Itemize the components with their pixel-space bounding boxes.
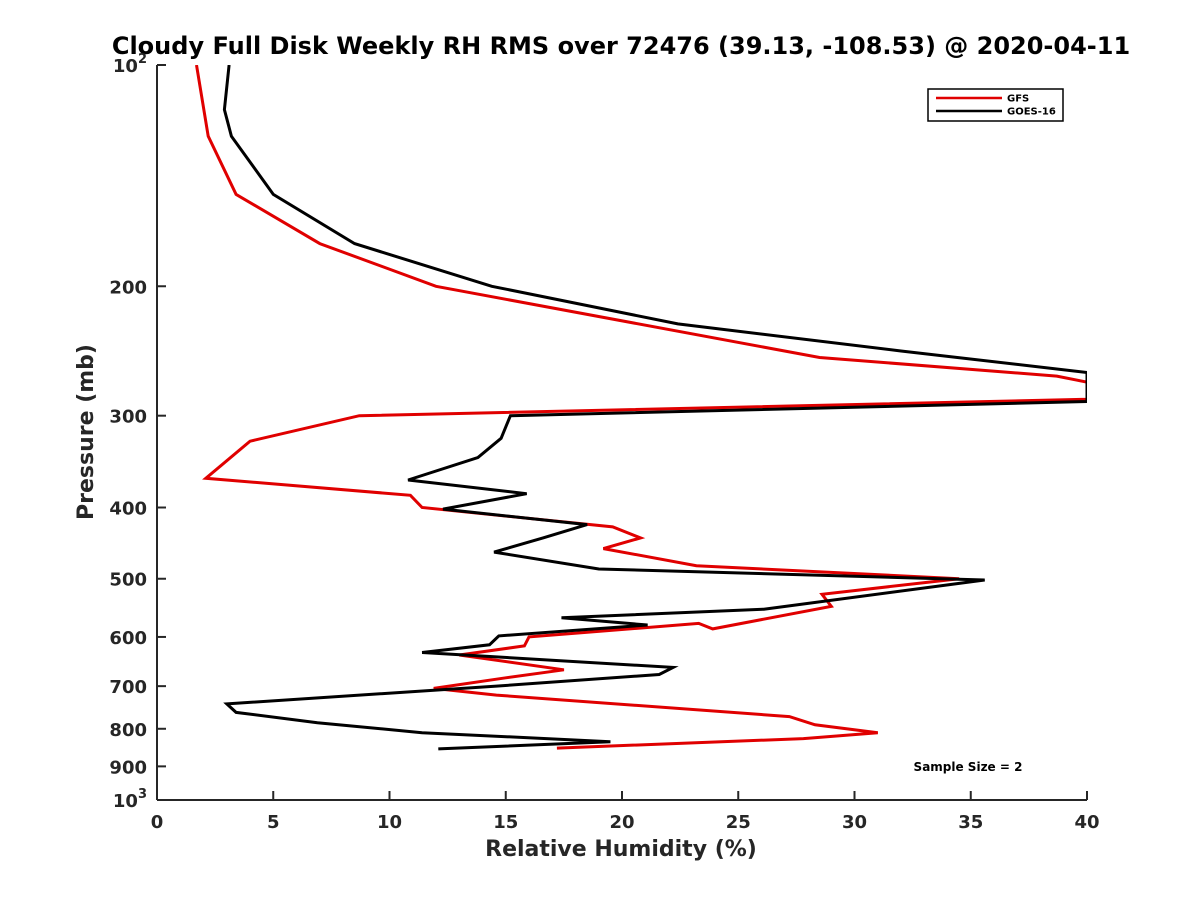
series-layer [195,65,1087,751]
y-tick-label-base: 10 [113,56,138,77]
y-tick-label-base: 400 [109,499,147,520]
y-tick-label: 102 [113,52,147,77]
legend: GFS GOES-16 [927,88,1064,122]
series-line-goes-16 [222,65,1087,751]
y-tick-label-base: 500 [109,570,147,591]
y-tick-label: 103 [113,787,147,812]
y-tick-label-base: 200 [109,277,147,298]
y-tick-label-base: 700 [109,677,147,698]
y-tick-label-base: 800 [109,720,147,741]
legend-label: GFS [1007,94,1029,105]
y-tick-label: 200 [109,277,147,298]
y-tick-label: 400 [109,499,147,520]
y-tick-label: 700 [109,677,147,698]
y-tick-label-base: 10 [113,791,138,812]
x-ticks: 0 5 10 15 20 25 30 35 40 [151,791,1100,833]
x-tick-label: 10 [377,812,402,833]
y-axis-label: Pressure (mb) [74,344,99,520]
x-tick-label: 5 [267,812,280,833]
x-axis-label: Relative Humidity (%) [485,837,757,862]
y-tick-label: 600 [109,628,147,649]
x-tick-label: 35 [958,812,983,833]
x-tick-label: 20 [609,812,634,833]
legend-box [927,88,1064,122]
sample-size-annotation: Sample Size = 2 [914,760,1023,774]
chart-title: Cloudy Full Disk Weekly RH RMS over 7247… [112,32,1130,60]
y-tick-label: 500 [109,570,147,591]
y-tick-label: 300 [109,407,147,428]
x-tick-label: 25 [726,812,751,833]
legend-items: GFS GOES-16 [936,94,1056,118]
x-tick-label: 0 [151,812,164,833]
y-tick-label-base: 900 [109,757,147,778]
y-tick-label-exponent: 3 [138,787,147,802]
legend-label: GOES-16 [1007,107,1056,118]
y-tick-label-exponent: 2 [138,52,147,67]
y-tick-label-base: 300 [109,407,147,428]
x-tick-label: 30 [842,812,867,833]
y-tick-label-base: 600 [109,628,147,649]
series-line-gfs [195,65,1087,750]
plot-area: 0 5 10 15 20 25 30 35 40 10220030040050060070080… [109,52,1099,833]
x-tick-label: 15 [493,812,518,833]
x-tick-label: 40 [1074,812,1099,833]
y-tick-label: 900 [109,757,147,778]
y-tick-label: 800 [109,720,147,741]
